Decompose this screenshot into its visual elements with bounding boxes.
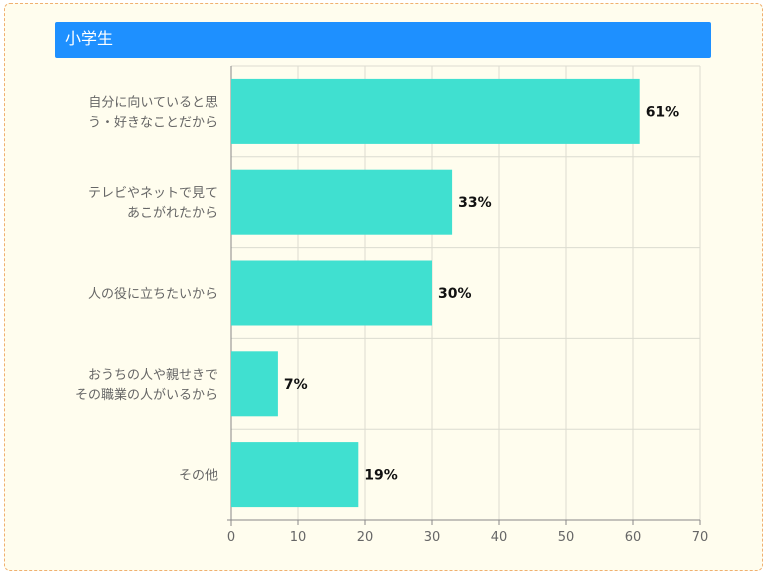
bar [231,442,359,508]
category-label: おうちの人や親せきで [88,368,218,383]
bar-value-label: 61% [646,104,680,120]
title-bar: 小学生 [55,22,711,58]
x-tick-label: 50 [558,530,575,545]
category-label: う・好きなことだから [88,115,218,130]
bar-value-label: 33% [458,195,492,211]
bar-value-label: 30% [438,286,472,302]
x-tick-label: 30 [424,530,441,545]
x-tick-label: 40 [491,530,508,545]
x-tick-label: 70 [692,530,709,545]
bar [231,169,453,235]
category-label: 自分に向いていると思 [88,94,218,110]
category-label: その職業の人がいるから [75,387,218,403]
bar [231,78,640,144]
x-tick-label: 60 [625,530,642,545]
bar [231,351,278,417]
bar-value-label: 7% [284,377,308,393]
category-label: その他 [179,469,218,484]
category-label: あこがれたから [127,206,218,221]
x-tick-label: 10 [290,530,307,545]
category-label: 人の役に立ちたいから [88,287,218,302]
x-tick-label: 0 [227,530,235,545]
category-label: テレビやネットで見て [88,186,218,201]
x-tick-label: 20 [357,530,374,545]
chart-title: 小学生 [65,29,114,48]
bar [231,260,432,326]
bar-value-label: 19% [364,468,398,484]
